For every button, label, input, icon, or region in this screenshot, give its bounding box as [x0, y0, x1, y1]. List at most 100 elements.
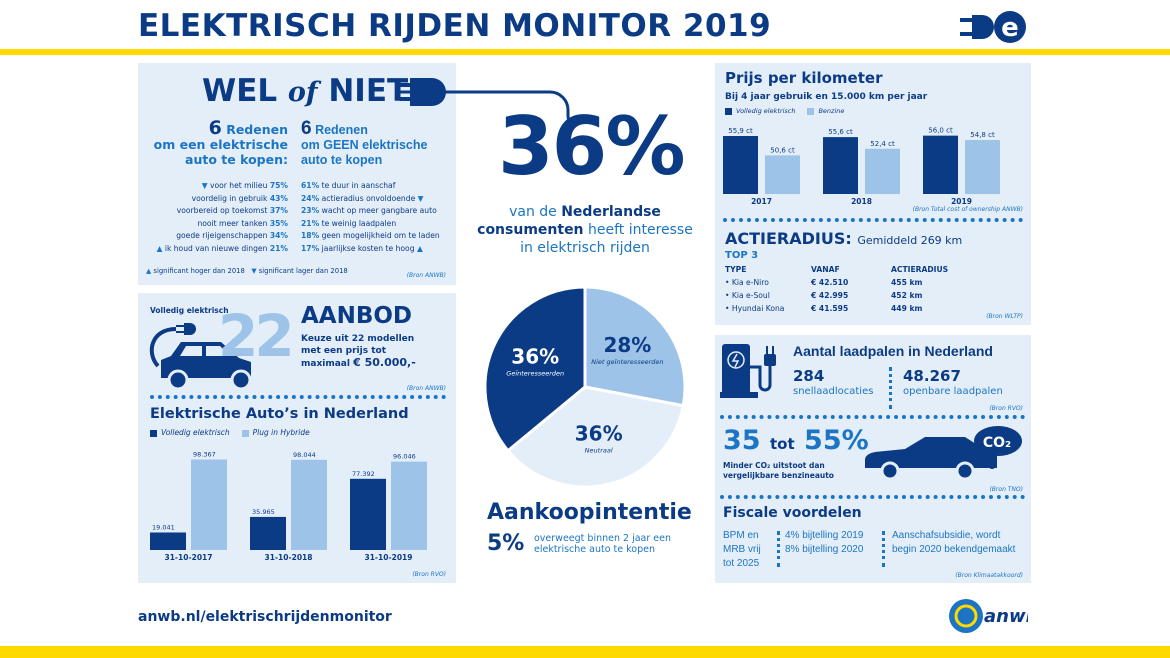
- reason-pct: 17%: [301, 243, 320, 253]
- pro-reasons-list: ▼ voor het milieu 75% voordelig in gebrui…: [157, 180, 288, 256]
- arrow-up-icon: ▲: [416, 243, 423, 253]
- bar-primary: [250, 516, 286, 550]
- co2-tot: tot: [769, 435, 795, 453]
- bar-data-label: 56,0 ct: [928, 127, 953, 135]
- reason-text: voor het milieu: [209, 181, 268, 190]
- plug-e-logo-icon: e: [960, 10, 1030, 44]
- bar-data-label: 98.367: [193, 451, 216, 459]
- reason-pct: 23%: [301, 206, 320, 216]
- reason-pct: 34%: [269, 231, 288, 241]
- bar-secondary: [291, 459, 327, 550]
- snellaad-count: 284: [793, 367, 825, 385]
- arrow-up-icon: ▲: [156, 243, 163, 253]
- trend-legend: ▲ significant hoger dan 2018 ▼ significa…: [146, 265, 348, 278]
- reason-text: voordelig in gebruik: [191, 193, 268, 203]
- aankoop-line2: elektrische auto te kopen: [534, 544, 656, 555]
- table-cell: € 42.510: [811, 278, 849, 287]
- arrow-down-icon: ▼: [201, 181, 208, 190]
- reason-pct: 43%: [269, 193, 288, 203]
- page-title: ELEKTRISCH RIJDEN MONITOR 2019: [138, 8, 772, 44]
- divider: [723, 218, 1023, 222]
- fiscaal-title: Fiscale voordelen: [723, 505, 862, 521]
- bar-secondary: [391, 461, 427, 550]
- reason-pct: 21%: [269, 243, 288, 253]
- interest-l2b: heeft interesse: [583, 222, 693, 238]
- con-h1: Redenen: [315, 123, 368, 137]
- fiscaal-line: begin 2020 bekendgemaakt: [892, 544, 1016, 555]
- reason-item: voordelig in gebruik 43%: [157, 193, 288, 206]
- reason-item: voorbereid op toekomst 37%: [157, 205, 288, 218]
- laadpalen-label: openbare laadpalen: [903, 386, 1003, 397]
- aanbod-panel: Volledig elektrisch 22 AANBOD Keuze uit …: [138, 293, 456, 583]
- table-cell: 449 km: [891, 304, 923, 313]
- divider: [720, 495, 1025, 499]
- reason-text: te weinig laadpalen: [321, 218, 397, 228]
- reason-pct: 75%: [269, 181, 288, 190]
- reason-pct: 35%: [269, 218, 288, 228]
- legend-down: significant lager dan 2018: [258, 267, 348, 275]
- column-header: TYPE: [725, 265, 747, 274]
- reason-pct: 37%: [269, 206, 288, 216]
- wel-of-niet-title: WEL of NIET: [202, 73, 408, 109]
- charging-station-icon: [720, 344, 776, 398]
- bar-data-label: 98.044: [293, 451, 316, 459]
- aanbod-line3a: maximaal: [301, 359, 354, 369]
- con-h3: auto te kopen: [301, 153, 383, 167]
- divider: [882, 531, 885, 567]
- pie-percent-label: 36%: [575, 421, 623, 445]
- reason-text: goede rijeigenschappen: [176, 231, 268, 241]
- electric-car-icon: [149, 323, 252, 388]
- interest-text: van de Nederlandse consumenten heeft int…: [465, 203, 705, 257]
- interest-l2a: consumenten: [477, 222, 584, 238]
- con-count: 6: [301, 118, 312, 139]
- source-wltp: (Bron WLTP): [986, 313, 1023, 320]
- reason-item: 23% wacht op meer gangbare auto: [301, 205, 440, 218]
- top3-label: TOP 3: [725, 250, 759, 261]
- source-klimaatakkoord: (Bron Klimaatakkoord): [955, 572, 1023, 579]
- reason-item: nooit meer tanken 35%: [157, 218, 288, 231]
- fiscaal-line: Aanschafsubsidie, wordt: [892, 530, 1001, 541]
- bar-data-label: 77.392: [352, 470, 375, 478]
- fiscaal-line: MRB vrij: [723, 544, 761, 555]
- pie-slice: [505, 385, 685, 489]
- table-header: TYPE VANAF ACTIERADIUS: [725, 263, 965, 276]
- reason-item: 21% te weinig laadpalen: [301, 218, 440, 231]
- bar-data-label: 50,6 ct: [770, 146, 795, 154]
- reason-item: 24% actieradius onvoldoende ▼: [301, 193, 440, 206]
- fiscaal-col3: Aanschafsubsidie, wordt begin 2020 bekend…: [892, 529, 1015, 557]
- aanbod-line2: met een prijs tot: [301, 346, 386, 356]
- actieradius-table: TYPE VANAF ACTIERADIUS • Kia e-Niro € 42.510…: [725, 263, 965, 315]
- aankoop-title: Aankoopintentie: [487, 500, 692, 525]
- con-reasons-list: 61% te duur in aanschaf 24% actieradius o…: [301, 180, 440, 256]
- fiscaal-line: 8% bijtelling 2020: [785, 544, 864, 555]
- co2-line2: vergelijkbare benzineauto: [723, 471, 834, 480]
- title-wel: WEL: [202, 73, 278, 109]
- pro-h2: om een elektrische: [153, 137, 288, 152]
- svg-text:anwb: anwb: [984, 606, 1028, 627]
- price-chart-title: Prijs per kilometer: [725, 69, 883, 87]
- footer-url[interactable]: anwb.nl/elektrischrijdenmonitor: [138, 609, 392, 625]
- footer-yellow-bar: [0, 646, 1170, 658]
- table-cell: • Kia e-Soul: [725, 291, 770, 300]
- reason-text: geen mogelijkheid om te laden: [321, 231, 440, 241]
- co2-line1: Minder CO₂ uitstoot dan: [723, 461, 825, 470]
- bar-primary: [823, 137, 858, 194]
- bar-secondary: [865, 148, 900, 194]
- bar-secondary: [965, 140, 1000, 194]
- reasons-panel: WEL of NIET 6 Redenen om een elektrische…: [138, 63, 456, 285]
- source-rvo-ev: (Bron RVO): [412, 571, 446, 578]
- bar-data-label: 55,9 ct: [728, 127, 753, 135]
- reason-text: wacht op meer gangbare auto: [321, 206, 437, 216]
- reason-pct: 61%: [301, 181, 320, 190]
- interest-l3: in elektrisch rijden: [520, 240, 650, 256]
- reason-text: ik houd van nieuwe dingen: [164, 243, 268, 253]
- prijs-panel: Prijs per kilometer Bij 4 jaar gebruik e…: [715, 63, 1031, 325]
- pro-h3: auto te kopen:: [185, 152, 288, 167]
- laadpalen-panel: Aantal laadpalen in Nederland 284 snella…: [715, 335, 1031, 583]
- price-chart-legend: Volledig elektrisch Benzine: [725, 107, 844, 115]
- reason-text: te duur in aanschaf: [321, 181, 396, 190]
- column-header: ACTIERADIUS: [891, 265, 949, 274]
- fiscaal-line: 4% bijtelling 2019: [785, 530, 864, 541]
- source-anwb-aanbod: (Bron ANWB): [406, 385, 446, 392]
- price-chart-subtitle: Bij 4 jaar gebruik en 15.000 km per jaar: [725, 92, 928, 102]
